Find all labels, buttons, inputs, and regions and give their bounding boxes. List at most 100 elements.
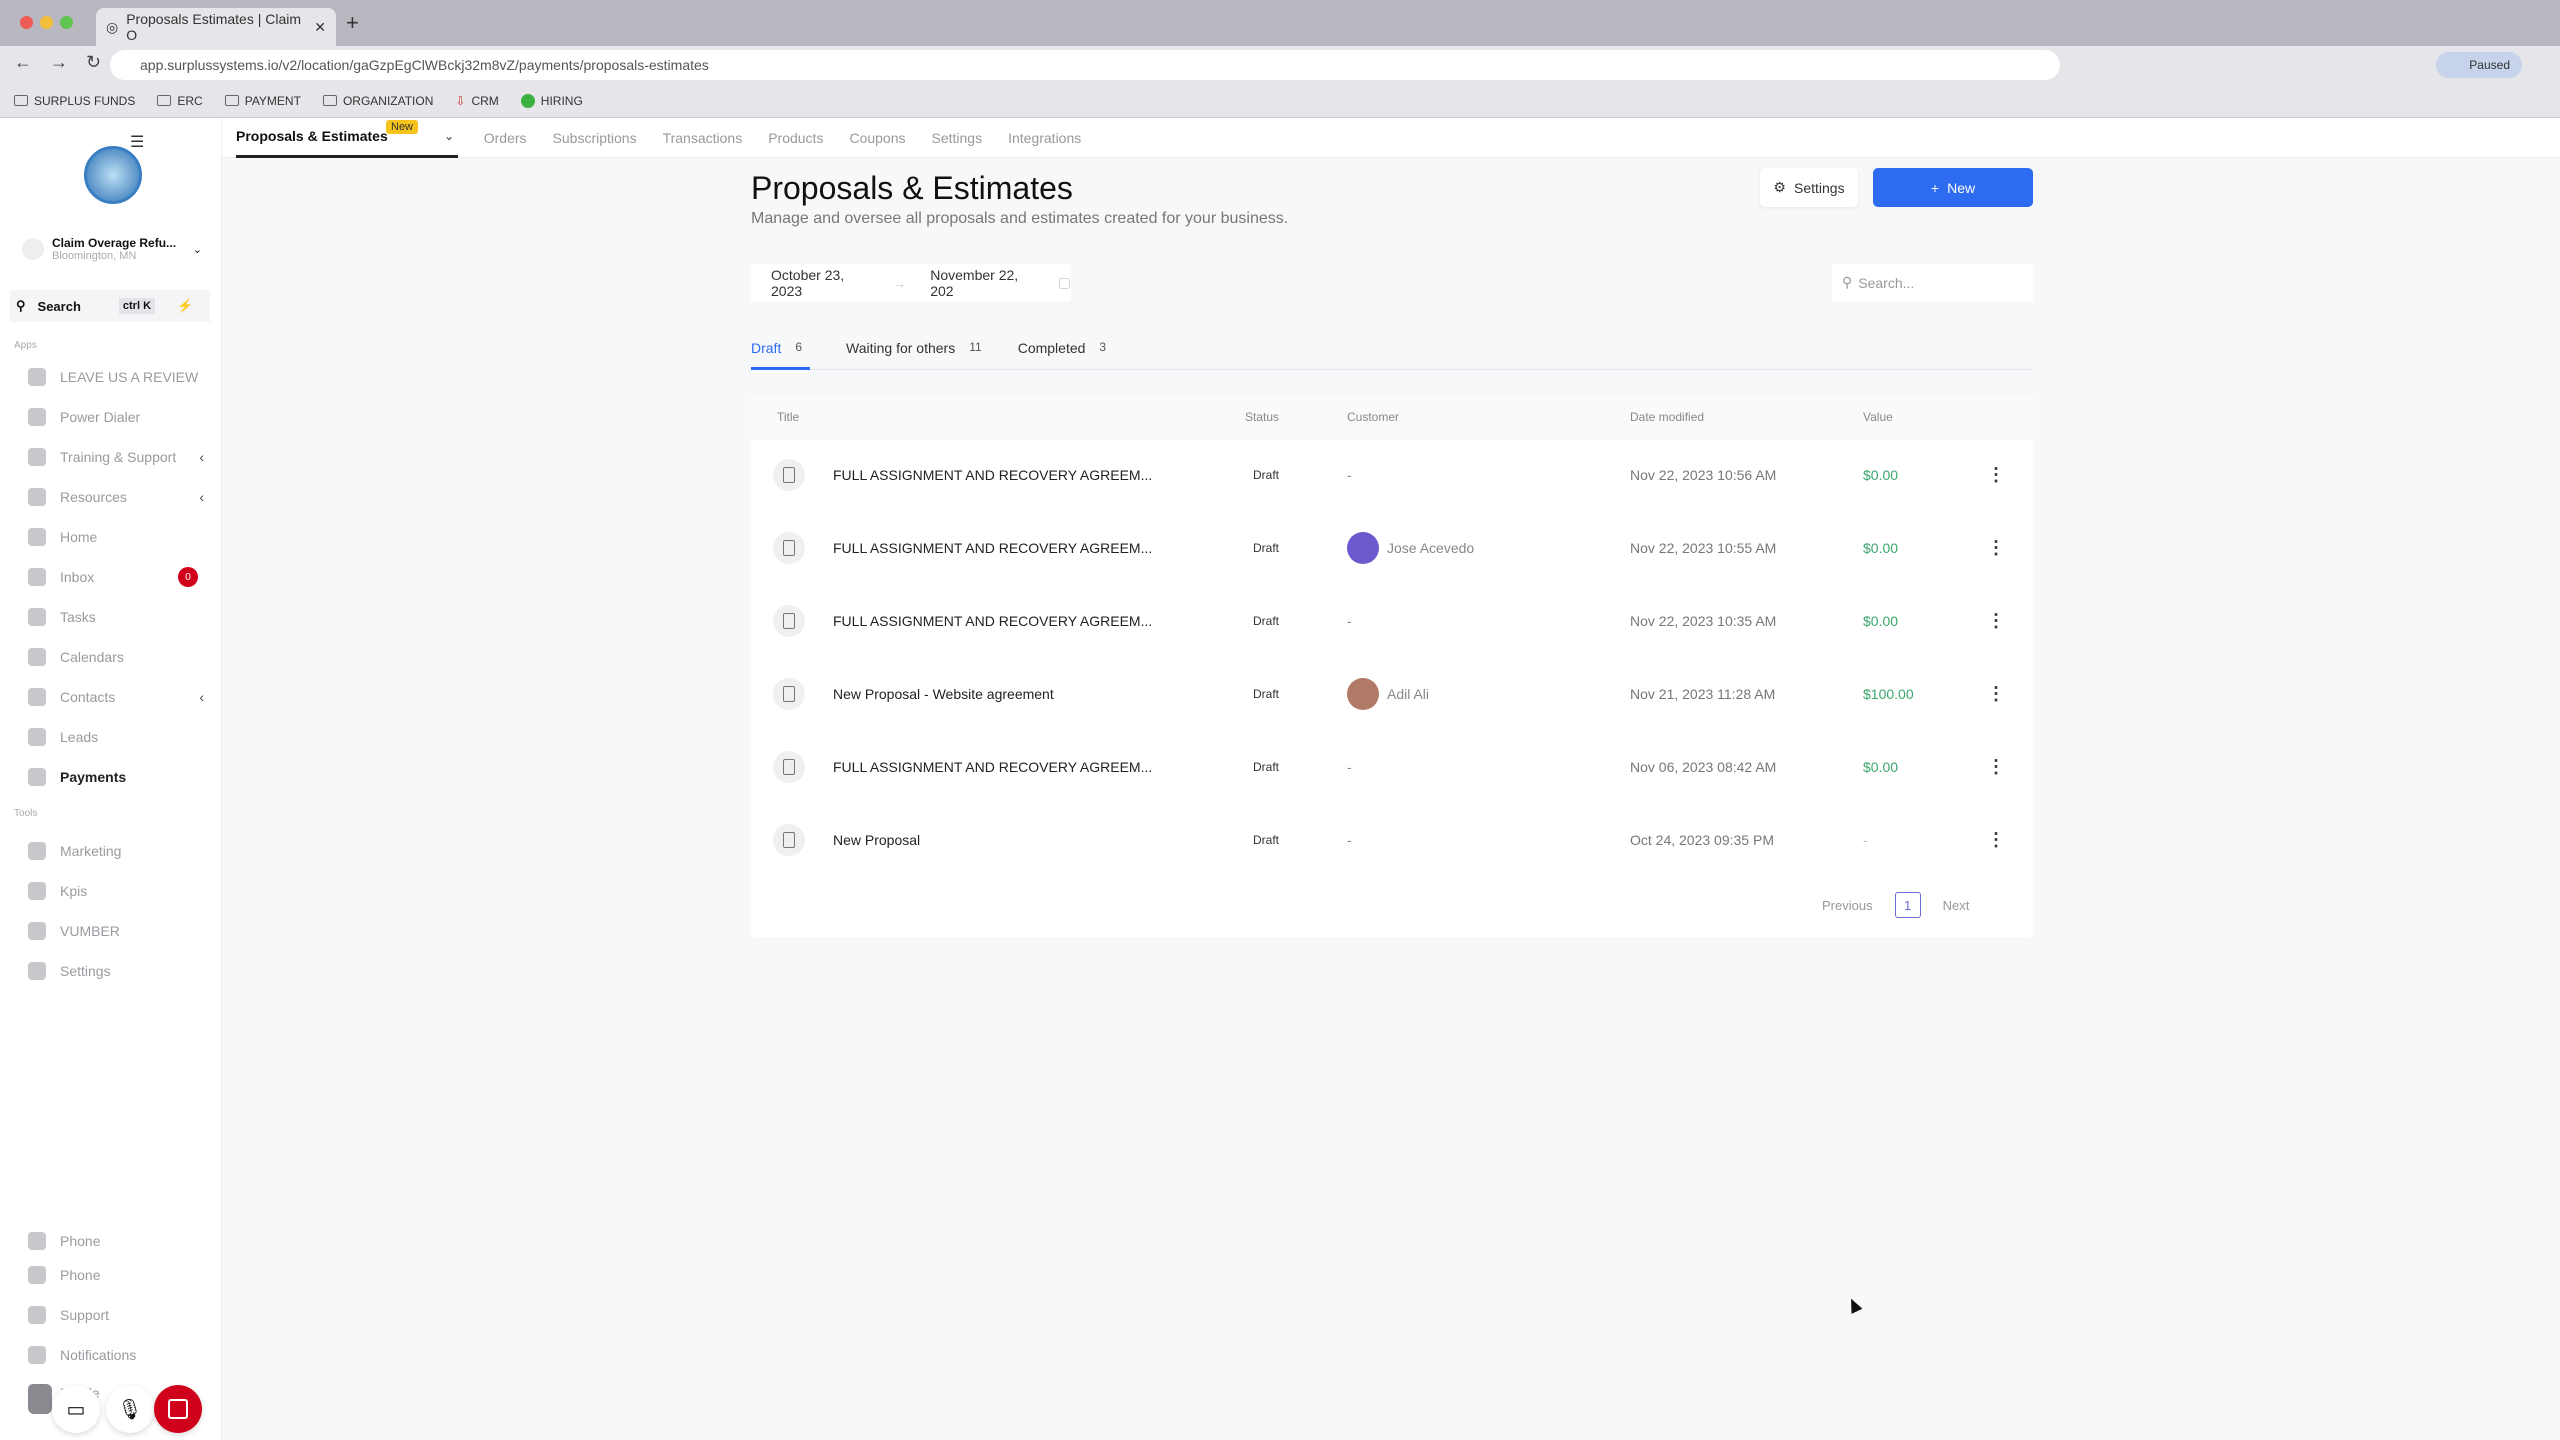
date-modified: Nov 22, 2023 10:56 AM — [1630, 466, 1777, 483]
tab-coupons[interactable]: Coupons — [849, 129, 906, 146]
table-row[interactable]: New Proposal - Website agreement Draft A… — [751, 657, 2033, 730]
folder-icon — [224, 95, 239, 106]
sidebar-item-settings[interactable]: Settings — [28, 962, 208, 980]
sidebar-item-power-dialer[interactable]: Power Dialer — [28, 408, 208, 426]
sidebar-item-support[interactable]: Support — [28, 1306, 208, 1324]
customer: - — [1347, 831, 1352, 848]
more-options-icon[interactable]: ⋮ — [1987, 537, 2005, 557]
chevron-down-icon: ⌄ — [192, 243, 202, 256]
lightning-icon[interactable]: ⚡ — [177, 298, 194, 313]
back-icon[interactable]: ← — [14, 52, 32, 72]
avatar[interactable] — [28, 1384, 52, 1414]
browser-tab[interactable]: ◎ Proposals Estimates | Claim O ✕ — [96, 8, 336, 46]
status-badge: Draft — [1253, 759, 1280, 774]
more-options-icon[interactable]: ⋮ — [1987, 464, 2005, 484]
tab-completed[interactable]: Completed 3 — [1017, 340, 1107, 356]
sidebar-item-phone[interactable]: Phone — [28, 1266, 208, 1284]
page-1-button[interactable]: 1 — [1894, 892, 1921, 918]
table-row[interactable]: FULL ASSIGNMENT AND RECOVERY AGREEM... D… — [751, 438, 2033, 511]
chevron-left-icon: ‹ — [199, 489, 204, 505]
sidebar-item-vumber[interactable]: VUMBER — [28, 922, 208, 940]
reload-icon[interactable]: ↻ — [86, 52, 102, 72]
value: $0.00 — [1863, 539, 1899, 556]
customer: Adil Ali — [1347, 677, 1429, 710]
more-options-icon[interactable]: ⋮ — [1987, 610, 2005, 630]
new-button[interactable]: + New — [1873, 168, 2033, 207]
sidebar-item-contacts[interactable]: Contacts ‹ — [28, 688, 208, 706]
proposal-title[interactable]: FULL ASSIGNMENT AND RECOVERY AGREEM... — [833, 612, 1153, 629]
bookmark[interactable]: PAYMENT — [224, 94, 301, 108]
sidebar-item-home[interactable]: Home — [28, 528, 208, 546]
microphone-button[interactable]: 🎙 — [106, 1385, 154, 1433]
sidebar-item-kpis[interactable]: Kpis — [28, 882, 208, 900]
sidebar-item-tasks[interactable]: Tasks — [28, 608, 208, 626]
customer: - — [1347, 612, 1352, 629]
tab-draft[interactable]: Draft 6 — [751, 336, 811, 370]
collapse-sidebar-icon[interactable]: ☰ — [130, 134, 145, 151]
tab-subscriptions[interactable]: Subscriptions — [552, 129, 637, 146]
maximize-window-button[interactable] — [60, 16, 73, 29]
chevron-down-icon[interactable]: ⌄ — [444, 130, 454, 143]
sidebar-item-resources[interactable]: Resources ‹ — [28, 488, 208, 506]
sidebar-item-phone[interactable]: Phone — [28, 1232, 208, 1250]
tab-products[interactable]: Products — [768, 129, 824, 146]
inbox-badge: 0 — [178, 567, 198, 587]
new-tab-button[interactable]: + — [346, 10, 359, 35]
bookmark[interactable]: ERC — [157, 94, 203, 108]
close-tab-icon[interactable]: ✕ — [314, 18, 326, 35]
minimize-window-button[interactable] — [40, 16, 53, 29]
account-switcher[interactable]: Claim Overage Refu... Bloomington, MN ⌄ — [22, 230, 202, 268]
sidebar-item-calendars[interactable]: Calendars — [28, 648, 208, 666]
bookmark[interactable]: SURPLUS FUNDS — [14, 94, 135, 108]
sidebar-item-marketing[interactable]: Marketing — [28, 842, 208, 860]
more-options-icon[interactable]: ⋮ — [1987, 756, 2005, 776]
previous-page-button[interactable]: Previous — [1822, 897, 1873, 913]
table-row[interactable]: FULL ASSIGNMENT AND RECOVERY AGREEM... D… — [751, 730, 2033, 803]
bookmark[interactable]: HIRING — [520, 93, 583, 108]
sidebar-item-leads[interactable]: Leads — [28, 728, 208, 746]
stop-recording-button[interactable] — [154, 1385, 202, 1433]
sidebar-item-inbox[interactable]: Inbox 0 — [28, 567, 208, 587]
tab-integrations[interactable]: Integrations — [1008, 129, 1082, 146]
url-bar[interactable]: app.surplussystems.io/v2/location/gaGzpE… — [110, 50, 2060, 80]
next-page-button[interactable]: Next — [1942, 897, 1970, 913]
close-window-button[interactable] — [20, 16, 33, 29]
camera-button[interactable]: ▭ — [52, 1385, 100, 1433]
document-icon — [773, 458, 805, 491]
profile-button[interactable]: Paused — [2436, 52, 2522, 78]
arrow-right-icon: → — [892, 274, 907, 291]
date-range-picker[interactable]: October 23, 2023 → November 22, 202 ▢ — [751, 264, 1071, 301]
table-row[interactable]: FULL ASSIGNMENT AND RECOVERY AGREEM... D… — [751, 584, 2033, 657]
settings-button[interactable]: ⚙ Settings — [1760, 168, 1858, 207]
search-input[interactable]: ⚲ Search... — [1832, 264, 2033, 301]
tab-transactions[interactable]: Transactions — [662, 129, 743, 146]
tab-proposals-estimates[interactable]: Proposals & Estimates New ⌄ — [236, 118, 458, 158]
proposal-title[interactable]: FULL ASSIGNMENT AND RECOVERY AGREEM... — [833, 539, 1153, 556]
upwork-icon — [520, 93, 535, 108]
sidebar-item-notifications[interactable]: Notifications — [28, 1346, 208, 1364]
proposal-title[interactable]: New Proposal - Website agreement — [833, 685, 1054, 702]
proposal-title[interactable]: FULL ASSIGNMENT AND RECOVERY AGREEM... — [833, 466, 1153, 483]
more-options-icon[interactable]: ⋮ — [1987, 829, 2005, 849]
tab-settings[interactable]: Settings — [931, 129, 983, 146]
table-row[interactable]: FULL ASSIGNMENT AND RECOVERY AGREEM... D… — [751, 511, 2033, 584]
date-modified: Nov 06, 2023 08:42 AM — [1630, 758, 1777, 775]
sidebar-item-leave-us-a-review[interactable]: LEAVE US A REVIEW — [28, 368, 208, 386]
forward-icon[interactable]: → — [50, 52, 68, 72]
sidebar-item-training-support[interactable]: Training & Support ‹ — [28, 448, 208, 466]
bookmark[interactable]: ⇩ CRM — [455, 93, 499, 108]
proposal-title[interactable]: FULL ASSIGNMENT AND RECOVERY AGREEM... — [833, 758, 1153, 775]
folder-icon — [14, 95, 28, 106]
table-row[interactable]: New Proposal Draft - Oct 24, 2023 09:35 … — [751, 803, 2033, 876]
value: $100.00 — [1863, 685, 1914, 702]
proposal-title[interactable]: New Proposal — [833, 831, 921, 848]
tab-orders[interactable]: Orders — [483, 129, 527, 146]
status-badge: Draft — [1253, 686, 1280, 701]
folder-icon — [157, 95, 172, 106]
bookmark[interactable]: ORGANIZATION — [322, 94, 433, 108]
search-button[interactable]: ⚲ Search ctrl K ⚡ — [10, 290, 210, 322]
value: $0.00 — [1863, 612, 1899, 629]
tab-waiting-for-others[interactable]: Waiting for others 11 — [846, 340, 982, 356]
more-options-icon[interactable]: ⋮ — [1987, 683, 2005, 703]
sidebar-item-payments[interactable]: Payments — [20, 760, 210, 794]
